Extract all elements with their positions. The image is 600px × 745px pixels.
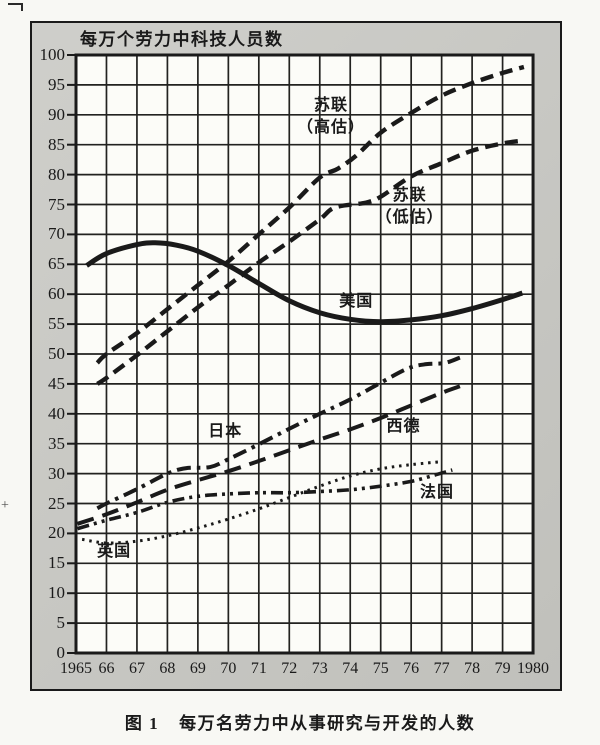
series-line-soviet-high xyxy=(95,64,525,365)
series-line-usa xyxy=(85,240,524,325)
gridlines xyxy=(77,56,532,652)
scan-artifact-corner-mark xyxy=(8,3,23,11)
figure-caption-number: 图 1 xyxy=(124,714,160,733)
chart-title: 每万个劳力中科技人员数 xyxy=(80,30,284,49)
figure-caption: 图 1 每万名劳力中从事研究与开发的人数 xyxy=(0,709,600,734)
series-line-soviet-low xyxy=(96,138,525,386)
scan-artifact-plus-mark: + xyxy=(1,498,9,513)
figure-caption-text: 每万名劳力中从事研究与开发的人数 xyxy=(179,714,476,733)
series-line-france xyxy=(77,468,453,531)
series-line-japan xyxy=(96,355,461,511)
series-line-west-germany xyxy=(76,384,461,526)
y-axis-ticks xyxy=(67,54,76,654)
